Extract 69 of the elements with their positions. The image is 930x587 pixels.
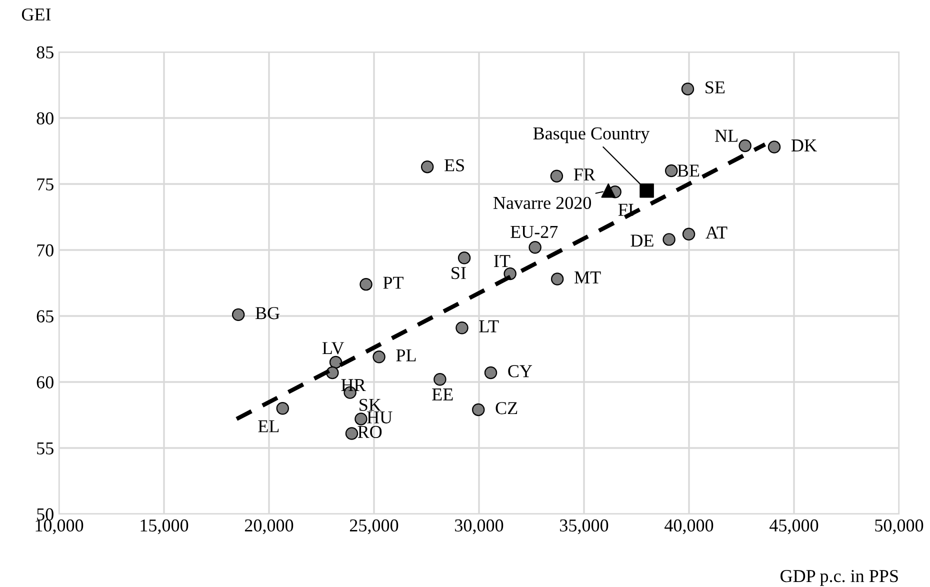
y-tick-label: 50 [37,508,54,520]
data-label: HR [341,379,366,391]
data-label: NL [715,130,738,142]
point [232,308,245,322]
data-label: CY [508,365,532,378]
y-tick-label: 65 [36,310,54,322]
point [738,139,752,152]
data-label: FR [574,168,596,180]
data-label: ES [444,159,464,172]
data-label: SE [706,81,725,94]
data-label: DK [791,140,817,152]
data-label: LV [322,342,344,354]
data-label: PT [383,276,404,289]
data-label: EE [432,388,453,400]
x-tick-label: 45,000 [770,519,818,534]
data-label: MT [574,272,601,284]
point [354,412,368,426]
point [550,170,564,182]
data-label: HU [367,411,392,424]
point [664,164,678,178]
x-tick-label: 30,000 [455,519,504,534]
point [420,160,434,174]
y-axis-title: GEI [22,8,51,21]
x-tick-label: 40,000 [664,519,714,534]
data-label: PL [396,349,416,362]
x-tick-label: 20,000 [244,519,294,534]
point [484,366,498,380]
y-tick-label: 55 [37,442,54,454]
point [372,350,386,364]
data-label: SI [452,266,466,280]
point [640,183,654,198]
point [528,240,542,254]
x-tick-label: 25,000 [350,519,398,534]
point [345,427,358,440]
point [681,82,694,96]
point [682,228,696,241]
annotation: Basque Country [533,127,650,144]
y-tick-label: 80 [36,112,54,124]
x-tick-label: 15,000 [140,519,188,534]
point [472,403,485,416]
x-tick-label: 50,000 [875,519,924,534]
point [458,252,471,264]
point [601,183,616,198]
y-tick-label: 85 [36,46,54,58]
data-label: EU-27 [510,226,558,238]
data-label: AT [706,226,728,238]
point [550,272,564,286]
data-label: DE [630,234,654,247]
x-axis-title: GDP p.c. in PPS [780,570,898,586]
point [434,372,446,386]
point [456,322,468,334]
data-label: LT [479,320,499,332]
data-label: IT [494,255,510,267]
point [276,402,290,415]
data-label: EL [258,420,279,432]
data-label: SK [360,398,382,411]
y-tick-label: 75 [37,178,54,190]
data-label: BG [256,307,280,320]
x-tick-label: 10,000 [36,519,84,534]
data-label: BE [677,164,700,177]
point [360,278,372,291]
x-tick-label: 35,000 [560,519,608,534]
data-label: RO [358,426,382,438]
point [662,233,676,246]
y-tick-label: 70 [37,244,54,256]
annotation: Navarre 2020 [493,196,592,210]
y-tick-label: 60 [36,376,54,388]
data-label: CZ [496,402,518,414]
point [768,140,781,154]
